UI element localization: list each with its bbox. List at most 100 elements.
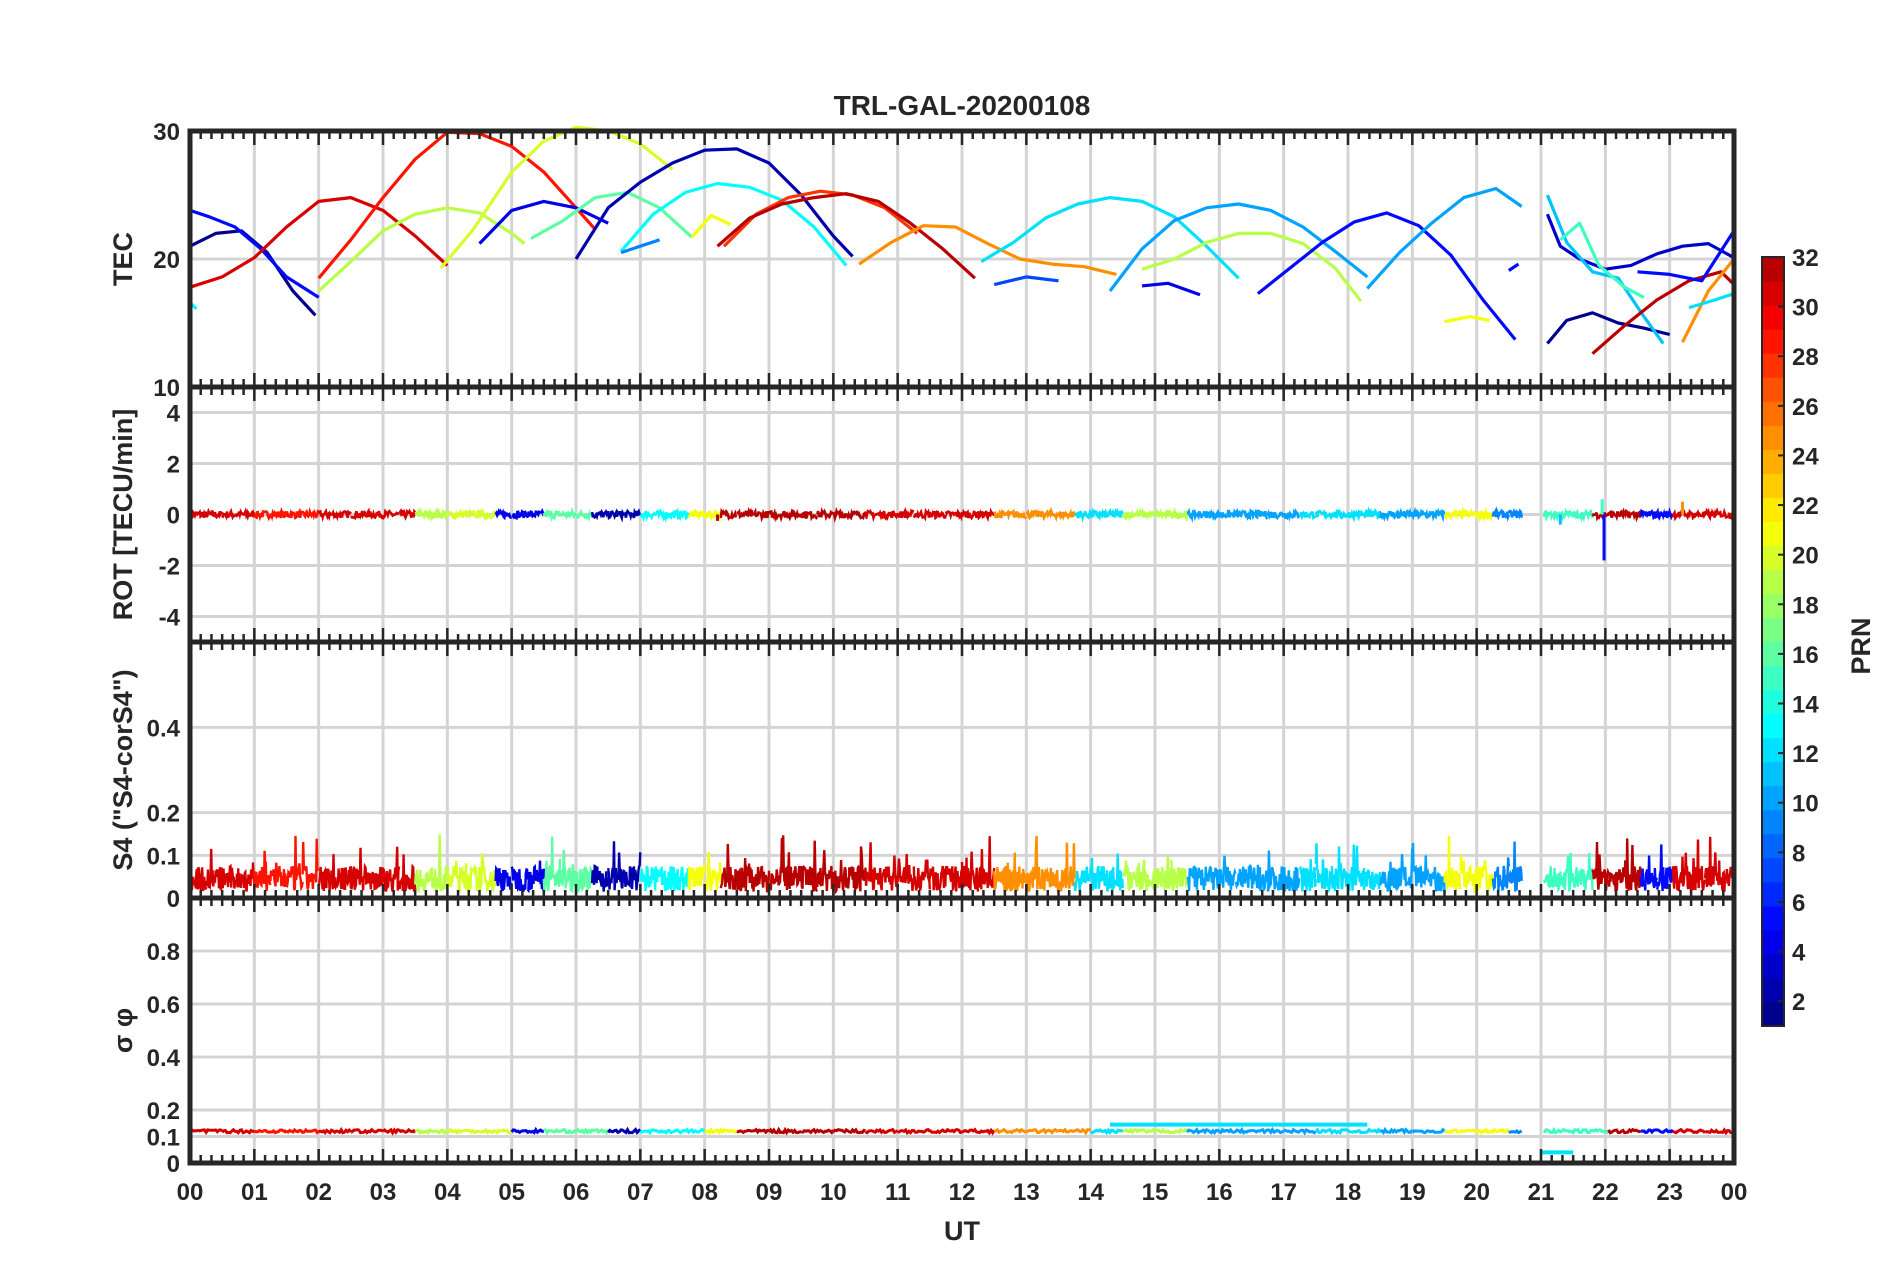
- x-tick-label: 12: [949, 1179, 976, 1206]
- s4-trace: [349, 847, 368, 891]
- rot-trace: [542, 508, 562, 522]
- x-tick-label: 00: [177, 1179, 204, 1206]
- s4-trace: [960, 851, 980, 892]
- tec-series-prn-25: [858, 224, 1117, 276]
- s4-trace: [478, 852, 497, 893]
- tec-series-prn-7: [993, 275, 1059, 287]
- rot-trace: [365, 507, 384, 520]
- tec-series-prn-2: [574, 147, 854, 260]
- s4-trace: [655, 865, 674, 892]
- rot-trace: [1395, 507, 1414, 520]
- s4-trace: [1687, 839, 1707, 892]
- s4-trace: [1298, 859, 1317, 892]
- rot-trace: [301, 506, 320, 521]
- sigma-trace: [928, 1127, 963, 1135]
- rot-trace: [253, 509, 272, 522]
- chart-title: TRL-GAL-20200108: [834, 90, 1091, 121]
- colorbar-swatch: [1762, 857, 1784, 883]
- rot-trace: [237, 507, 256, 522]
- colorbar-swatch: [1762, 809, 1784, 835]
- y-tick-label: 0.4: [147, 1045, 181, 1072]
- s4-trace: [542, 836, 562, 892]
- rot-trace: [1591, 512, 1610, 522]
- x-tick-label: 17: [1270, 1179, 1297, 1206]
- rot-trace: [1121, 507, 1141, 522]
- rot-trace: [1427, 507, 1446, 523]
- sigma-trace: [1704, 1127, 1736, 1136]
- s4-trace: [1639, 855, 1658, 891]
- rot-trace: [1623, 508, 1642, 523]
- s4-trace: [1025, 835, 1044, 892]
- sigma-trace: [574, 1127, 610, 1136]
- rot-trace: [1378, 510, 1398, 522]
- rot-trace: [1443, 508, 1462, 521]
- s4-trace: [574, 864, 594, 895]
- colorbar-tick-label: 16: [1792, 642, 1819, 669]
- sigma-trace: [1122, 1127, 1156, 1135]
- tec-series-prn-11: [1545, 194, 1665, 345]
- rot-trace: [1671, 508, 1691, 522]
- rot-trace: [1298, 510, 1317, 521]
- s4-trace: [976, 836, 996, 890]
- s4-trace: [1122, 860, 1141, 893]
- rot-trace: [623, 507, 641, 522]
- s4-trace: [993, 862, 1012, 893]
- rot-trace: [478, 508, 497, 522]
- sigma-trace: [1575, 1127, 1610, 1135]
- tec-series-prn-5: [1637, 229, 1736, 283]
- colorbar-swatch: [1762, 473, 1784, 498]
- sigma-trace: [1411, 1127, 1446, 1135]
- colorbar-swatch: [1762, 497, 1784, 522]
- rot-trace: [446, 508, 465, 522]
- x-tick-label: 02: [305, 1179, 332, 1206]
- colorbar-tick-label: 22: [1792, 493, 1819, 520]
- rot-trace: [559, 506, 577, 521]
- x-tick-label: 09: [756, 1179, 783, 1206]
- tec-series-prn-29: [317, 130, 597, 280]
- sigma-trace: [1315, 1127, 1349, 1136]
- s4-trace: [1330, 846, 1350, 892]
- sigma-trace: [1154, 1127, 1189, 1135]
- y-axis-label: TEC: [108, 232, 138, 286]
- s4-trace: [558, 849, 578, 894]
- s4-trace: [703, 851, 722, 892]
- rot-trace: [494, 507, 512, 521]
- sigma-trace: [414, 1128, 448, 1136]
- panel-rot: -4 -2 0 2 4 ROT [TECU/min]: [108, 384, 1737, 645]
- x-tick-label: 21: [1528, 1179, 1555, 1206]
- sigma-trace: [447, 1127, 481, 1135]
- s4-trace: [269, 862, 288, 887]
- s4-trace: [912, 859, 931, 891]
- sigma-trace: [1640, 1128, 1674, 1135]
- tec-series-prn-16: [530, 190, 693, 240]
- x-tick-label: 22: [1592, 1179, 1619, 1206]
- rot-trace: [993, 509, 1012, 521]
- x-tick-label: 07: [627, 1179, 654, 1206]
- sigma-trace: [864, 1127, 899, 1135]
- s4-trace: [1250, 864, 1269, 892]
- x-tick-label: 20: [1463, 1179, 1490, 1206]
- x-tick-label: 16: [1206, 1179, 1233, 1206]
- sigma-trace: [704, 1126, 738, 1136]
- s4-trace: [1411, 842, 1430, 888]
- rot-trace: [349, 510, 369, 521]
- x-axis-label: UT: [944, 1216, 980, 1246]
- rot-trace: [800, 511, 819, 522]
- x-tick-label: 08: [691, 1179, 718, 1206]
- colorbar-swatch: [1762, 545, 1784, 571]
- tec-series-prn-3: [1545, 213, 1735, 271]
- x-tick-label: 01: [241, 1179, 268, 1206]
- y-tick-label: 20: [153, 247, 180, 274]
- rot-trace: [1202, 508, 1221, 521]
- rot-trace: [1234, 507, 1253, 521]
- s4-trace: [1703, 836, 1723, 887]
- sigma-trace: [1218, 1126, 1253, 1135]
- rot-trace: [1314, 509, 1334, 521]
- s4-trace: [1559, 852, 1578, 892]
- colorbar-tick-label: 8: [1792, 840, 1805, 867]
- s4-trace: [671, 866, 690, 892]
- rot-trace: [928, 510, 948, 521]
- rot-trace: [912, 507, 932, 522]
- rot-trace: [1475, 506, 1494, 523]
- rot-trace: [1105, 507, 1124, 520]
